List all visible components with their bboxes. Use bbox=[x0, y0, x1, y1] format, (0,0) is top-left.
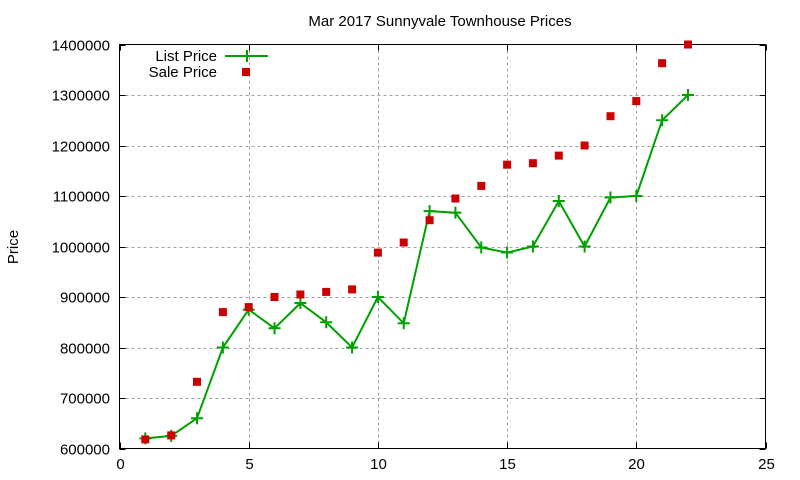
sale-price-point bbox=[503, 160, 512, 169]
x-tick-label: 10 bbox=[370, 456, 387, 473]
list-price-point bbox=[294, 297, 307, 310]
y-tick-label: 1200000 bbox=[52, 139, 110, 156]
grid-lines bbox=[119, 44, 766, 449]
y-tick-label: 1000000 bbox=[52, 240, 110, 257]
sale-price-point bbox=[425, 216, 434, 225]
list-price-point bbox=[216, 341, 229, 354]
sale-price-point bbox=[606, 112, 615, 121]
series-list-price bbox=[139, 89, 694, 445]
list-price-point bbox=[552, 195, 565, 208]
list-price-point bbox=[346, 341, 359, 354]
x-tick-label: 15 bbox=[499, 456, 516, 473]
axis-ticks bbox=[119, 44, 767, 450]
sale-price-point bbox=[218, 308, 227, 317]
legend: List Price Sale Price bbox=[149, 48, 268, 81]
sale-price-point bbox=[296, 290, 305, 299]
list-price-point bbox=[501, 246, 514, 259]
sale-price-point bbox=[141, 435, 150, 444]
sale-price-point bbox=[270, 293, 279, 301]
x-tick-label: 20 bbox=[628, 456, 645, 473]
sale-price-point bbox=[244, 303, 253, 312]
series-sale-price bbox=[141, 40, 692, 444]
list-price-point bbox=[423, 205, 436, 218]
list-price-point bbox=[191, 412, 204, 425]
legend-square-icon bbox=[242, 68, 250, 76]
sale-price-point bbox=[373, 248, 382, 257]
sale-price-point bbox=[528, 159, 537, 168]
sale-price-point bbox=[477, 181, 486, 190]
sale-price-point bbox=[632, 97, 641, 106]
sale-price-point bbox=[684, 40, 692, 49]
legend-plus-icon bbox=[241, 50, 253, 62]
list-price-point bbox=[526, 240, 539, 253]
y-tick-label: 600000 bbox=[60, 442, 110, 459]
list-price-point bbox=[604, 191, 617, 204]
x-tick-label: 5 bbox=[245, 456, 253, 473]
sale-price-point bbox=[167, 431, 176, 440]
list-price-line bbox=[145, 94, 689, 440]
legend-label-list-price: List Price bbox=[155, 48, 217, 65]
list-price-point bbox=[449, 206, 462, 219]
list-price-point bbox=[397, 317, 410, 330]
chart-title: Mar 2017 Sunnyvale Townhouse Prices bbox=[308, 13, 571, 30]
list-price-point bbox=[268, 322, 281, 335]
sale-price-point bbox=[658, 59, 667, 68]
list-price-point bbox=[475, 241, 488, 254]
list-price-point bbox=[371, 291, 384, 303]
list-price-point bbox=[320, 316, 333, 329]
y-tick-label: 800000 bbox=[60, 341, 110, 358]
list-price-point bbox=[656, 114, 669, 127]
y-tick-label: 1300000 bbox=[52, 88, 110, 105]
y-axis-tick-labels: 600000 700000 800000 900000 1000000 1100000 12… bbox=[52, 38, 110, 459]
sale-price-point bbox=[580, 141, 589, 150]
y-tick-label: 900000 bbox=[60, 290, 110, 307]
sale-price-point bbox=[193, 377, 201, 386]
list-price-point bbox=[681, 89, 694, 101]
sale-price-point bbox=[322, 287, 331, 296]
x-tick-label: 0 bbox=[116, 456, 124, 473]
sale-price-point bbox=[399, 238, 408, 247]
x-tick-label: 25 bbox=[758, 456, 775, 473]
y-tick-label: 700000 bbox=[60, 391, 110, 408]
list-price-point bbox=[578, 240, 591, 253]
y-axis-label: Price bbox=[5, 230, 22, 264]
y-tick-label: 1400000 bbox=[52, 38, 110, 55]
y-tick-label: 1100000 bbox=[53, 189, 110, 206]
plot-border bbox=[119, 44, 766, 449]
sale-price-point bbox=[554, 151, 563, 160]
list-price-point bbox=[630, 190, 643, 202]
legend-label-sale-price: Sale Price bbox=[149, 64, 217, 81]
sale-price-point bbox=[348, 285, 357, 294]
sale-price-point bbox=[451, 194, 460, 203]
x-axis-tick-labels: 0 5 10 15 20 25 bbox=[116, 456, 775, 473]
